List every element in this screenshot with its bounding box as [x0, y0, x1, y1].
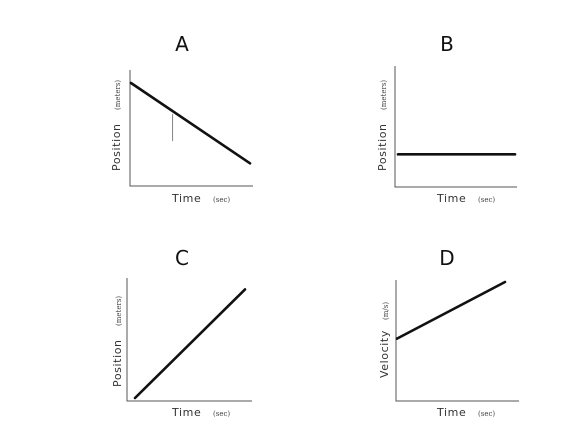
- chart-a-xunit: (sec): [213, 196, 230, 204]
- chart-c: C Time (sec) Position (meters): [111, 246, 252, 419]
- chart-d-axes: [395, 280, 519, 402]
- chart-d-yunit: (m/s): [382, 302, 390, 320]
- chart-b-xunit: (sec): [478, 196, 495, 204]
- chart-b: B Time (sec) Position (meters): [376, 32, 517, 205]
- chart-c-xlabel: Time: [171, 406, 201, 419]
- chart-d-xlabel: Time: [436, 406, 466, 419]
- chart-b-ylabel: Position: [376, 123, 389, 171]
- chart-b-title: B: [440, 32, 454, 56]
- chart-c-yunit: (meters): [115, 296, 123, 326]
- chart-d-xunit: (sec): [478, 410, 495, 418]
- chart-a-data-line: [129, 81, 252, 165]
- chart-c-xunit: (sec): [213, 410, 230, 418]
- chart-a-yunit: (meters): [114, 80, 122, 110]
- chart-b-xlabel: Time: [436, 192, 466, 205]
- chart-c-ylabel: Position: [111, 339, 124, 387]
- chart-a-xlabel: Time: [171, 192, 201, 205]
- chart-a-axes: [129, 70, 253, 187]
- chart-d-title: D: [439, 246, 454, 270]
- chart-c-axes: [126, 278, 252, 402]
- chart-a: A Time (sec) Position (meters): [110, 32, 253, 205]
- chart-b-yunit: (meters): [380, 80, 388, 110]
- chart-a-ylabel: Position: [110, 123, 123, 171]
- chart-a-title: A: [175, 32, 189, 56]
- chart-d: D Time (sec) Velocity (m/s): [378, 246, 519, 419]
- chart-d-ylabel: Velocity: [378, 330, 391, 378]
- chart-d-data-line: [395, 280, 507, 340]
- chart-c-title: C: [175, 246, 189, 270]
- chart-c-data-line: [133, 288, 247, 400]
- chart-b-axes: [394, 66, 517, 188]
